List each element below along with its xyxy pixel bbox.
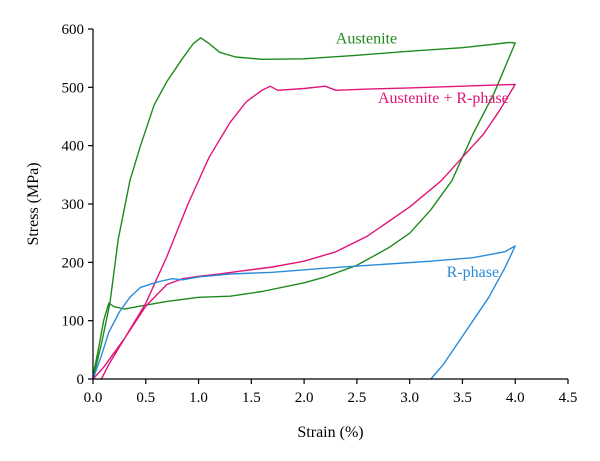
x-tick-label: 1.0	[189, 390, 208, 406]
x-tick-label: 2.0	[295, 390, 314, 406]
y-tick-label: 600	[62, 22, 85, 38]
x-tick-label: 2.5	[348, 390, 367, 406]
y-tick-label: 500	[62, 80, 85, 96]
y-tick-label: 100	[62, 314, 85, 330]
series-annotations: Austenite Austenite + R-phase R-phase	[336, 31, 509, 281]
series-lines	[92, 37, 516, 380]
x-tick-label: 4.0	[506, 390, 525, 406]
x-tick-label: 3.5	[453, 390, 472, 406]
y-axis-ticks: 0 100 200 300 400 500 600	[62, 22, 93, 388]
y-axis-title: Stress (MPa)	[25, 162, 42, 245]
series-line-austenite-r-phase	[92, 83, 516, 380]
series-label: R-phase	[447, 264, 499, 281]
x-tick-label: 4.5	[559, 390, 578, 406]
x-tick-label: 0.0	[84, 390, 103, 406]
axes	[92, 29, 568, 380]
x-tick-label: 3.0	[400, 390, 419, 406]
series-label: Austenite + R-phase	[378, 90, 509, 107]
y-tick-label: 200	[62, 255, 85, 271]
x-axis-title: Strain (%)	[297, 424, 363, 441]
x-tick-label: 0.5	[136, 390, 155, 406]
series-line-austenite	[92, 37, 516, 380]
y-tick-label: 0	[77, 372, 85, 388]
x-tick-label: 1.5	[242, 390, 261, 406]
series-label: Austenite	[336, 31, 397, 48]
x-axis-ticks: 0.0 0.5 1.0 1.5 2.0 2.5 3.0 3.5 4.0 4.5	[84, 379, 578, 406]
y-tick-label: 300	[62, 197, 85, 213]
series-line-r-phase	[92, 245, 516, 380]
y-tick-label: 400	[62, 139, 85, 155]
